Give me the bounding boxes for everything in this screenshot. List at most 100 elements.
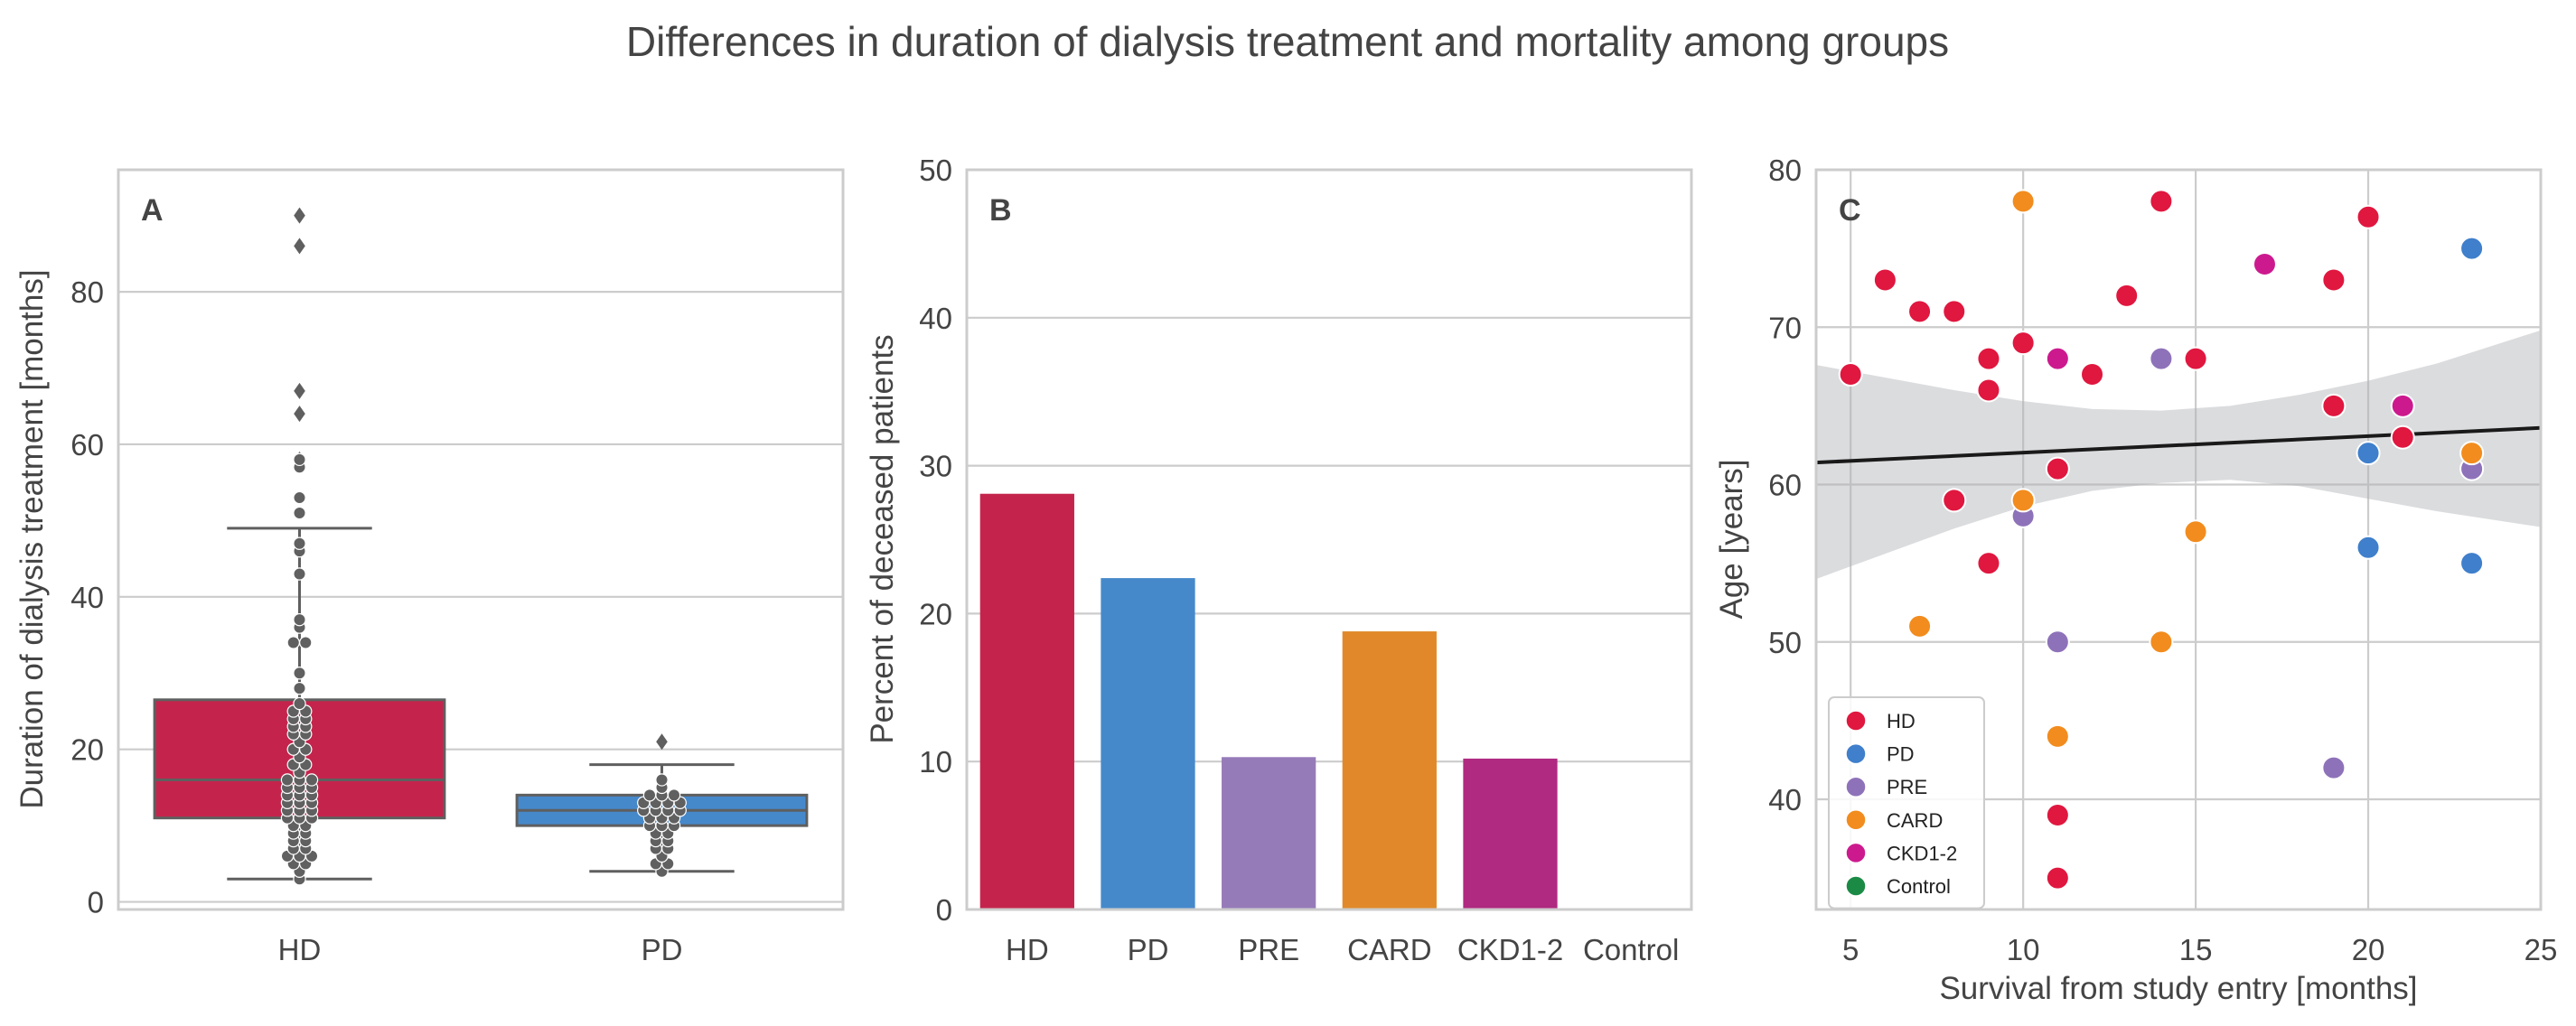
outlier-marker bbox=[294, 382, 305, 399]
swarm-point bbox=[642, 788, 657, 802]
swarm-point bbox=[304, 773, 319, 787]
swarm-point bbox=[293, 490, 306, 505]
legend-label: HD bbox=[1887, 710, 1916, 732]
panel-c-y-tick-label: 70 bbox=[1768, 311, 1802, 344]
panel-b-frame bbox=[965, 168, 1693, 911]
panel-c-x-ticks: 5 10 15 20 25 bbox=[1842, 933, 2557, 966]
panel-c-confidence-band bbox=[1816, 330, 2541, 580]
panel-c-x-tick-label: 20 bbox=[2352, 933, 2385, 966]
legend-marker bbox=[1845, 710, 1867, 732]
panel-c-y-label: Age [years] bbox=[1714, 459, 1749, 619]
panel-c-points bbox=[1838, 189, 2485, 891]
panel-c-x-tick-label: 10 bbox=[2007, 933, 2040, 966]
panel-c-y-tick-label: 80 bbox=[1768, 154, 1802, 187]
point-hd bbox=[2010, 331, 2036, 356]
legend-label: Control bbox=[1887, 875, 1951, 898]
panel-c-letter: C bbox=[1839, 193, 1861, 228]
outlier-marker bbox=[656, 733, 668, 751]
point-hd bbox=[2149, 189, 2174, 214]
point-hd bbox=[1838, 362, 1863, 387]
point-hd bbox=[2356, 204, 2381, 229]
panel-c-x-label: Survival from study entry [months] bbox=[1939, 971, 2417, 1006]
swarm-point bbox=[299, 636, 313, 649]
legend-marker bbox=[1845, 742, 1867, 765]
panel-c-y-tick-label: 60 bbox=[1768, 469, 1802, 502]
point-pd bbox=[2356, 535, 2381, 560]
panel-b-y-tick-label: 50 bbox=[919, 154, 952, 187]
swarm-point bbox=[293, 612, 306, 627]
panel-b-bar-chart: B 0 10 20 30 40 50 HD PD PRE CARD CKD1-2 Control P… bbox=[865, 154, 1693, 966]
panel-b-x-tick-label: CARD bbox=[1347, 933, 1432, 966]
point-card bbox=[2459, 441, 2485, 466]
panel-a-y-tick-label: 80 bbox=[70, 275, 104, 309]
point-hd bbox=[1976, 551, 2001, 576]
panel-a-x-tick-label: PD bbox=[642, 933, 683, 966]
panel-b-y-tick-label: 40 bbox=[919, 302, 952, 335]
panel-a-y-tick-label: 0 bbox=[88, 886, 104, 919]
point-hd bbox=[2183, 346, 2208, 371]
outlier-marker bbox=[294, 207, 305, 224]
point-pre bbox=[2149, 346, 2174, 371]
panel-a-x-tick-label: HD bbox=[278, 933, 322, 966]
point-card bbox=[2010, 189, 2036, 214]
panel-a-boxplot: A 0 20 40 60 80 HD PD Duration of dialysis tr… bbox=[14, 168, 845, 966]
swarm-point bbox=[293, 452, 306, 467]
panel-b-y-tick-label: 10 bbox=[919, 745, 952, 779]
bar-card bbox=[1342, 631, 1437, 909]
point-card bbox=[2149, 630, 2174, 655]
panel-c-y-tick-label: 40 bbox=[1768, 783, 1802, 816]
panel-a-y-tick-label: 20 bbox=[70, 733, 104, 767]
panel-b-gridlines bbox=[967, 316, 1691, 763]
swarm-point bbox=[293, 567, 306, 581]
point-pd bbox=[2356, 441, 2381, 466]
legend-label: CARD bbox=[1887, 809, 1943, 832]
panel-b-letter: B bbox=[989, 193, 1012, 228]
point-hd bbox=[1976, 346, 2001, 371]
panel-a-frame bbox=[117, 168, 845, 911]
panel-b-y-tick-label: 20 bbox=[919, 597, 952, 630]
point-hd bbox=[2045, 802, 2070, 827]
bar-hd bbox=[979, 493, 1074, 909]
panel-c-x-tick-label: 15 bbox=[2179, 933, 2213, 966]
panel-b-y-label: Percent of deceased patients bbox=[865, 334, 900, 743]
swarm-point bbox=[293, 506, 306, 520]
point-hd bbox=[2321, 267, 2347, 293]
panel-b-y-ticks: 0 10 20 30 40 50 bbox=[919, 154, 952, 927]
legend-marker bbox=[1845, 875, 1867, 897]
point-hd bbox=[2390, 424, 2415, 450]
panel-c-y-ticks: 40 50 60 70 80 bbox=[1768, 154, 1802, 816]
panel-a-swarm bbox=[280, 452, 687, 886]
swarm-point bbox=[293, 536, 306, 550]
panel-a-x-ticks: HD PD bbox=[278, 933, 683, 966]
panel-b-x-tick-label: Control bbox=[1583, 933, 1679, 966]
legend-marker bbox=[1845, 842, 1867, 864]
panel-a-y-tick-label: 40 bbox=[70, 581, 104, 614]
point-card bbox=[1907, 613, 1933, 639]
point-hd bbox=[1907, 299, 1933, 324]
legend-marker bbox=[1845, 809, 1867, 831]
legend-label: CKD1-2 bbox=[1887, 842, 1957, 864]
point-hd bbox=[1942, 488, 1967, 513]
legend-box bbox=[1828, 696, 1985, 909]
point-pre bbox=[2045, 630, 2070, 655]
outlier-marker bbox=[294, 238, 305, 255]
point-pd bbox=[2459, 551, 2485, 576]
panel-b-x-tick-label: CKD1-2 bbox=[1457, 933, 1563, 966]
panel-b-x-tick-label: PD bbox=[1128, 933, 1169, 966]
panel-c-frame bbox=[1814, 168, 2543, 911]
point-ckd1-2 bbox=[2045, 346, 2070, 371]
swarm-point bbox=[286, 636, 300, 649]
swarm-point bbox=[293, 696, 306, 711]
panel-a-y-label: Duration of dialysis treatment [months] bbox=[14, 269, 50, 808]
point-hd bbox=[2045, 456, 2070, 481]
point-hd bbox=[2045, 865, 2070, 891]
panel-c-x-tick-label: 5 bbox=[1842, 933, 1859, 966]
panel-a-letter: A bbox=[141, 193, 164, 228]
point-hd bbox=[2080, 362, 2105, 387]
point-card bbox=[2183, 519, 2208, 545]
point-pre bbox=[2321, 755, 2347, 780]
figure-title: Differences in duration of dialysis trea… bbox=[626, 18, 1949, 65]
panel-c-x-tick-label: 25 bbox=[2524, 933, 2558, 966]
panel-a-boxes bbox=[153, 207, 809, 881]
